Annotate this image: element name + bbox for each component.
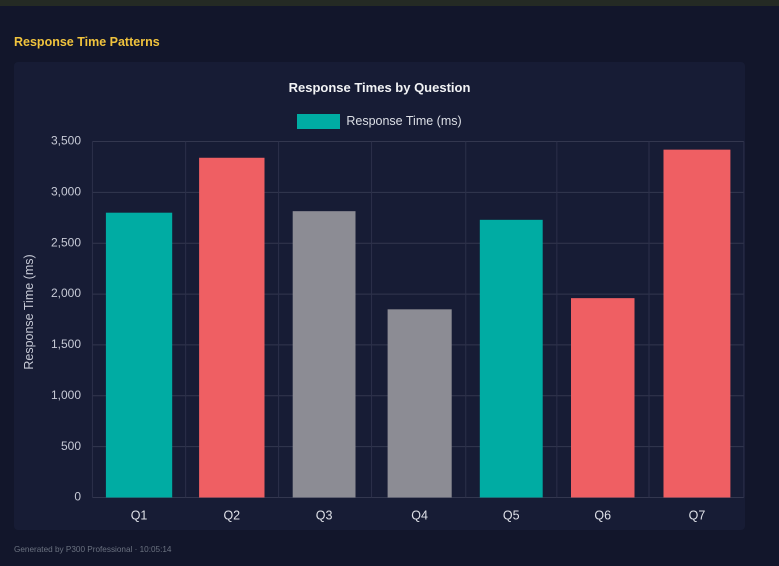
- svg-text:500: 500: [61, 439, 81, 453]
- svg-text:3,000: 3,000: [51, 185, 81, 199]
- svg-text:3,500: 3,500: [51, 134, 81, 148]
- svg-text:Q7: Q7: [689, 509, 706, 523]
- svg-text:Q1: Q1: [131, 509, 148, 523]
- svg-text:1,000: 1,000: [51, 388, 81, 402]
- svg-text:2,000: 2,000: [51, 286, 81, 300]
- svg-text:Q5: Q5: [503, 509, 520, 523]
- svg-text:Q6: Q6: [594, 509, 611, 523]
- svg-text:0: 0: [74, 490, 81, 504]
- svg-text:1,500: 1,500: [51, 337, 81, 351]
- svg-text:Q3: Q3: [316, 509, 333, 523]
- svg-text:2,500: 2,500: [51, 235, 81, 249]
- svg-text:Q4: Q4: [411, 509, 428, 523]
- svg-text:Q2: Q2: [223, 509, 240, 523]
